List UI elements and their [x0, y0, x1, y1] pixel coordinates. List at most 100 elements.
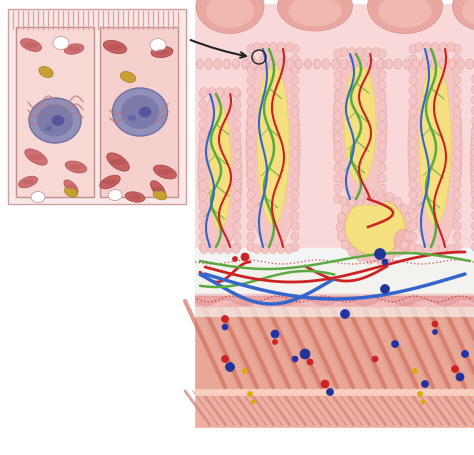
Ellipse shape — [472, 96, 474, 105]
Ellipse shape — [52, 116, 64, 126]
Ellipse shape — [385, 253, 393, 262]
Ellipse shape — [334, 81, 342, 91]
Ellipse shape — [247, 46, 255, 55]
Ellipse shape — [376, 60, 383, 70]
Ellipse shape — [291, 212, 299, 221]
Ellipse shape — [472, 191, 474, 200]
Ellipse shape — [453, 181, 461, 190]
Ellipse shape — [336, 223, 344, 232]
Ellipse shape — [462, 351, 468, 358]
Ellipse shape — [453, 118, 461, 127]
Ellipse shape — [334, 71, 342, 80]
Ellipse shape — [199, 101, 207, 110]
Ellipse shape — [233, 111, 241, 120]
Ellipse shape — [327, 389, 334, 396]
Ellipse shape — [472, 138, 474, 147]
Ellipse shape — [409, 76, 417, 86]
Ellipse shape — [378, 61, 386, 70]
Ellipse shape — [241, 253, 249, 262]
Ellipse shape — [367, 60, 374, 70]
Ellipse shape — [394, 198, 402, 207]
Ellipse shape — [291, 149, 299, 158]
Ellipse shape — [198, 91, 242, 252]
Ellipse shape — [372, 356, 378, 362]
Ellipse shape — [247, 191, 255, 200]
Ellipse shape — [472, 170, 474, 179]
Ellipse shape — [269, 43, 277, 52]
Ellipse shape — [321, 380, 329, 388]
Ellipse shape — [372, 48, 380, 57]
Ellipse shape — [385, 193, 393, 202]
Ellipse shape — [247, 392, 253, 397]
Ellipse shape — [403, 60, 410, 70]
Ellipse shape — [29, 99, 81, 144]
Ellipse shape — [221, 316, 228, 323]
Ellipse shape — [415, 43, 423, 52]
Ellipse shape — [291, 66, 299, 75]
Ellipse shape — [39, 67, 53, 78]
Ellipse shape — [65, 185, 76, 190]
Ellipse shape — [409, 233, 417, 242]
Ellipse shape — [233, 202, 241, 211]
Ellipse shape — [247, 118, 255, 127]
Ellipse shape — [409, 212, 417, 221]
Ellipse shape — [224, 88, 232, 97]
Ellipse shape — [472, 243, 474, 252]
Ellipse shape — [453, 170, 461, 179]
Ellipse shape — [291, 233, 299, 242]
Ellipse shape — [453, 202, 461, 210]
Ellipse shape — [291, 46, 299, 55]
Ellipse shape — [69, 165, 82, 170]
Ellipse shape — [406, 223, 414, 232]
Ellipse shape — [432, 330, 438, 335]
Ellipse shape — [247, 212, 255, 221]
Ellipse shape — [374, 249, 385, 260]
Ellipse shape — [379, 0, 431, 29]
Ellipse shape — [251, 400, 255, 404]
Ellipse shape — [291, 202, 299, 210]
Ellipse shape — [394, 230, 412, 255]
Ellipse shape — [253, 245, 261, 254]
Ellipse shape — [200, 88, 208, 97]
Ellipse shape — [246, 46, 300, 252]
Ellipse shape — [291, 56, 299, 65]
Ellipse shape — [472, 76, 474, 84]
Ellipse shape — [381, 285, 390, 294]
Ellipse shape — [376, 190, 384, 199]
Ellipse shape — [409, 181, 417, 190]
Ellipse shape — [313, 60, 320, 70]
Ellipse shape — [453, 233, 461, 242]
Ellipse shape — [247, 222, 255, 231]
Ellipse shape — [247, 56, 255, 65]
Ellipse shape — [247, 108, 255, 117]
Ellipse shape — [22, 180, 34, 185]
Ellipse shape — [453, 129, 461, 137]
Ellipse shape — [64, 45, 84, 55]
Ellipse shape — [25, 150, 47, 166]
Ellipse shape — [453, 108, 461, 117]
Ellipse shape — [197, 60, 203, 70]
Ellipse shape — [31, 192, 45, 203]
Ellipse shape — [453, 160, 461, 169]
Ellipse shape — [453, 191, 461, 200]
Ellipse shape — [378, 154, 386, 163]
Ellipse shape — [291, 118, 299, 127]
Ellipse shape — [269, 245, 277, 254]
Ellipse shape — [199, 152, 207, 160]
Ellipse shape — [243, 369, 247, 374]
Ellipse shape — [409, 202, 417, 210]
Ellipse shape — [472, 233, 474, 242]
Ellipse shape — [456, 373, 464, 381]
Ellipse shape — [261, 43, 269, 52]
Ellipse shape — [206, 0, 254, 29]
Ellipse shape — [338, 192, 412, 263]
Ellipse shape — [431, 245, 439, 254]
Ellipse shape — [199, 121, 207, 130]
Ellipse shape — [358, 60, 365, 70]
Ellipse shape — [199, 172, 207, 181]
Ellipse shape — [453, 87, 461, 96]
Ellipse shape — [257, 64, 289, 226]
Ellipse shape — [409, 46, 417, 55]
Ellipse shape — [232, 88, 240, 97]
Ellipse shape — [334, 92, 342, 101]
